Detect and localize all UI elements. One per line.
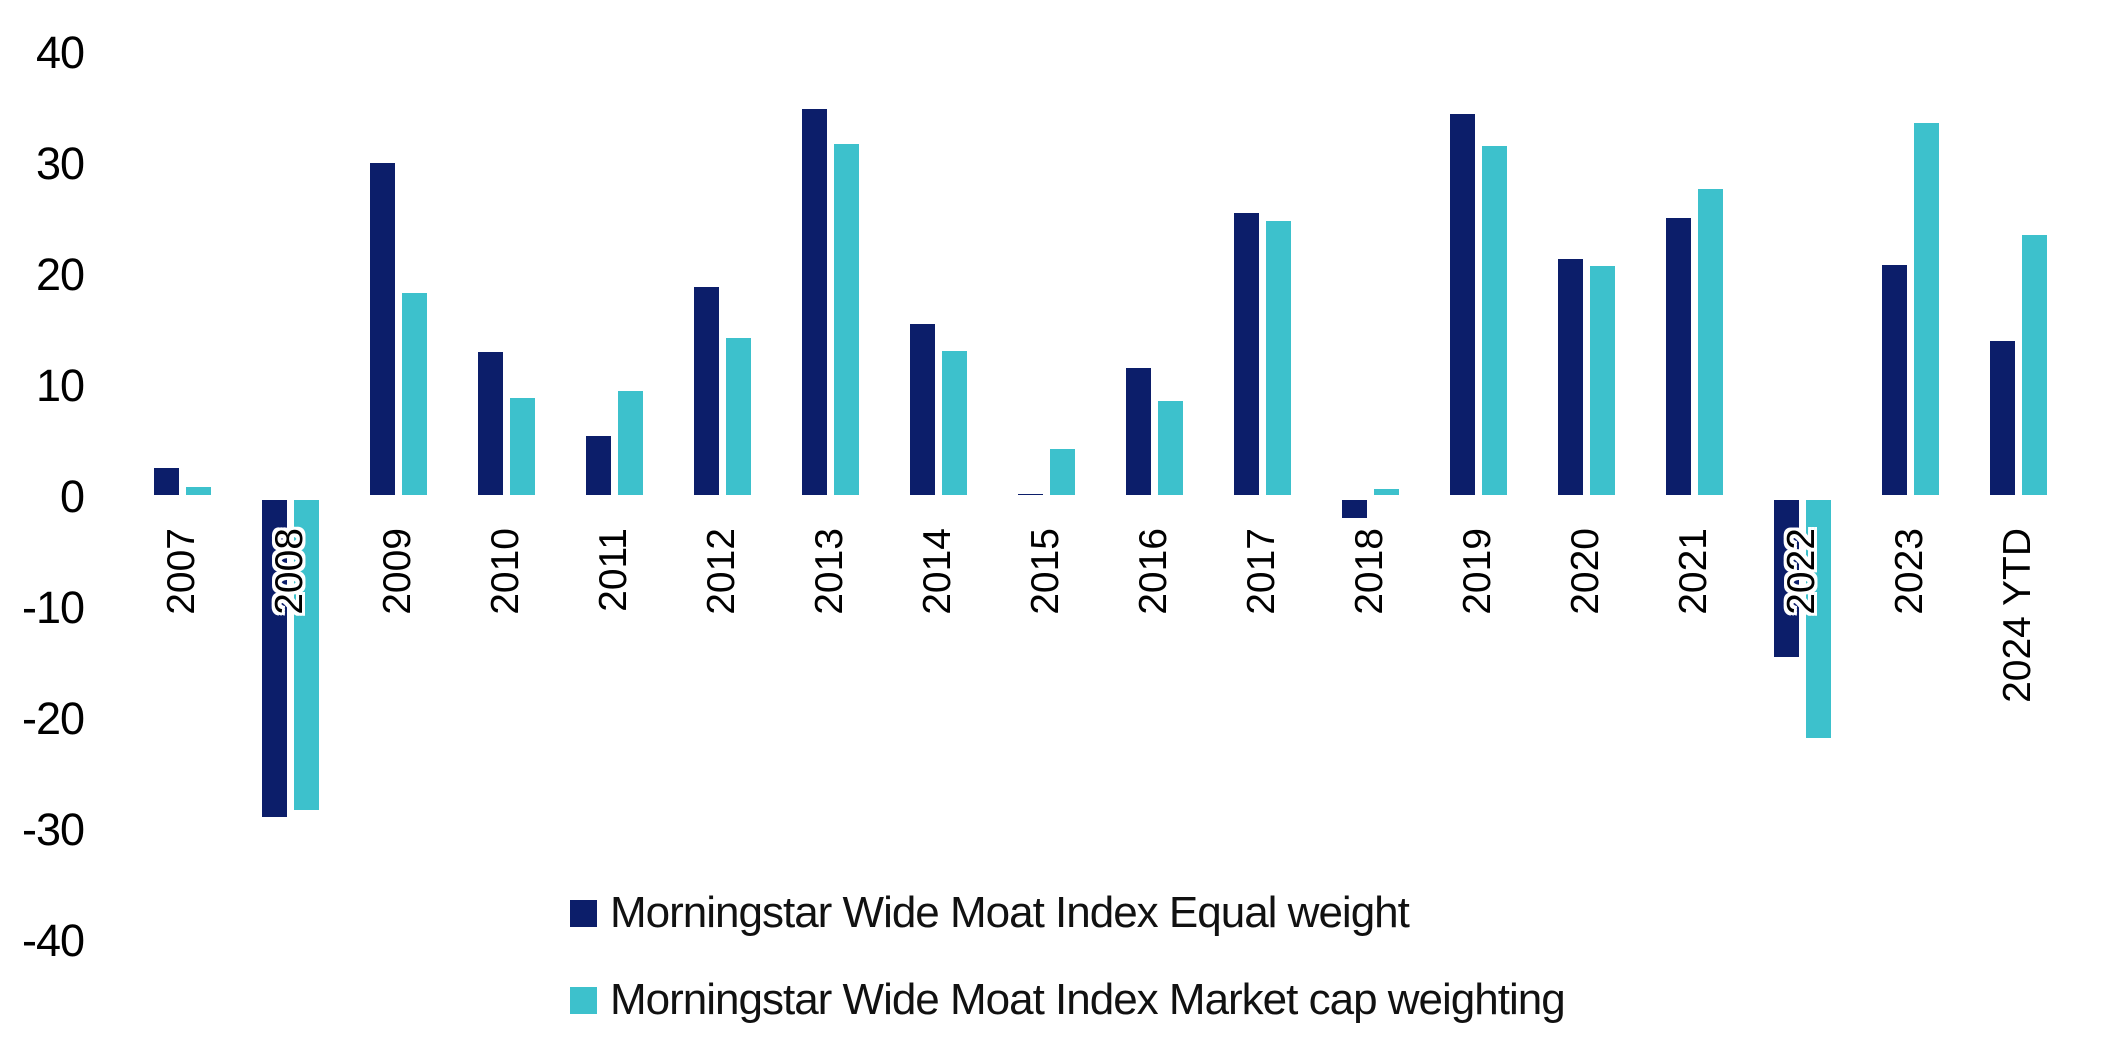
legend-swatch-market-cap <box>570 986 597 1014</box>
bar-2016-equal-weight <box>1126 368 1151 495</box>
y-tick-label--10: -10 <box>21 582 85 633</box>
y-tick-label-10: 10 <box>35 360 85 411</box>
x-tick-label-2010: 2010 <box>484 528 527 615</box>
legend-item-equal-weight: Morningstar Wide Moat Index Equal weight <box>570 888 1410 937</box>
x-tick-label-2009: 2009 <box>376 528 419 615</box>
bar-2024-ytd-equal-weight <box>1990 340 2015 495</box>
x-tick-label-2020: 2020 <box>1564 528 1607 615</box>
bar-2019-equal-weight <box>1450 114 1475 495</box>
bar-2009-equal-weight <box>370 163 395 495</box>
x-tick-label-2014: 2014 <box>916 528 959 615</box>
x-tick-label-2013: 2013 <box>808 528 851 615</box>
bar-2008-market-cap <box>294 500 319 810</box>
x-tick-label-2022: 2022 <box>1780 528 1823 615</box>
bar-2017-equal-weight <box>1234 213 1259 495</box>
x-tick-label-2021: 2021 <box>1672 528 1715 615</box>
bar-2023-market-cap <box>1914 123 1939 495</box>
bar-2017-market-cap <box>1266 220 1291 495</box>
x-tick-label-2007: 2007 <box>160 528 203 615</box>
y-tick-label--40: -40 <box>21 915 85 966</box>
bar-2022-market-cap <box>1806 500 1831 738</box>
bar-2024-ytd-market-cap <box>2022 235 2047 495</box>
y-tick-label-20: 20 <box>35 249 85 300</box>
bar-2021-market-cap <box>1698 188 1723 495</box>
x-tick-label-2015: 2015 <box>1024 528 1067 615</box>
y-tick-label-0: 0 <box>59 471 85 522</box>
bar-2010-equal-weight <box>478 351 503 495</box>
y-tick-label-40: 40 <box>35 27 85 78</box>
y-tick-label--30: -30 <box>21 804 85 855</box>
bar-2010-market-cap <box>510 398 535 495</box>
bar-2018-equal-weight <box>1342 500 1367 518</box>
bar-2018-market-cap <box>1374 489 1399 495</box>
bar-2012-market-cap <box>726 338 751 495</box>
y-tick-label--20: -20 <box>21 693 85 744</box>
bar-2019-market-cap <box>1482 146 1507 495</box>
x-tick-label-2016: 2016 <box>1132 528 1175 615</box>
bar-2014-market-cap <box>942 350 967 495</box>
x-tick-label-2024-ytd: 2024 YTD <box>1996 528 2039 703</box>
x-tick-label-2011: 2011 <box>592 528 635 612</box>
x-tick-label-2017: 2017 <box>1240 528 1283 615</box>
bar-2013-market-cap <box>834 144 859 495</box>
bar-2013-equal-weight <box>802 108 827 495</box>
bar-2015-market-cap <box>1050 449 1075 495</box>
bar-2008-equal-weight <box>262 500 287 818</box>
y-tick-label-30: 30 <box>35 138 85 189</box>
bar-2012-equal-weight <box>694 287 719 495</box>
bar-2007-market-cap <box>186 487 211 495</box>
bar-2021-equal-weight <box>1666 217 1691 495</box>
bar-2011-market-cap <box>618 390 643 495</box>
x-tick-label-2008: 2008 <box>268 528 311 615</box>
x-tick-label-2012: 2012 <box>700 528 743 615</box>
bar-2007-equal-weight <box>154 468 179 495</box>
bar-2016-market-cap <box>1158 400 1183 495</box>
bar-2009-market-cap <box>402 292 427 495</box>
bar-2020-market-cap <box>1590 266 1615 495</box>
legend-label-equal-weight: Morningstar Wide Moat Index Equal weight <box>610 888 1410 937</box>
bar-2011-equal-weight <box>586 436 611 495</box>
legend-label-market-cap: Morningstar Wide Moat Index Market cap w… <box>610 975 1566 1024</box>
x-tick-label-2019: 2019 <box>1456 528 1499 615</box>
bar-2015-equal-weight <box>1018 493 1043 495</box>
x-tick-label-2023: 2023 <box>1888 528 1931 615</box>
bar-2014-equal-weight <box>910 324 935 495</box>
legend-swatch-equal-weight <box>570 899 597 927</box>
bar-2023-equal-weight <box>1882 265 1907 495</box>
x-tick-label-2018: 2018 <box>1348 528 1391 615</box>
bar-2022-equal-weight <box>1774 500 1799 657</box>
bar-2020-equal-weight <box>1558 258 1583 495</box>
legend-item-market-cap: Morningstar Wide Moat Index Market cap w… <box>570 975 1566 1024</box>
